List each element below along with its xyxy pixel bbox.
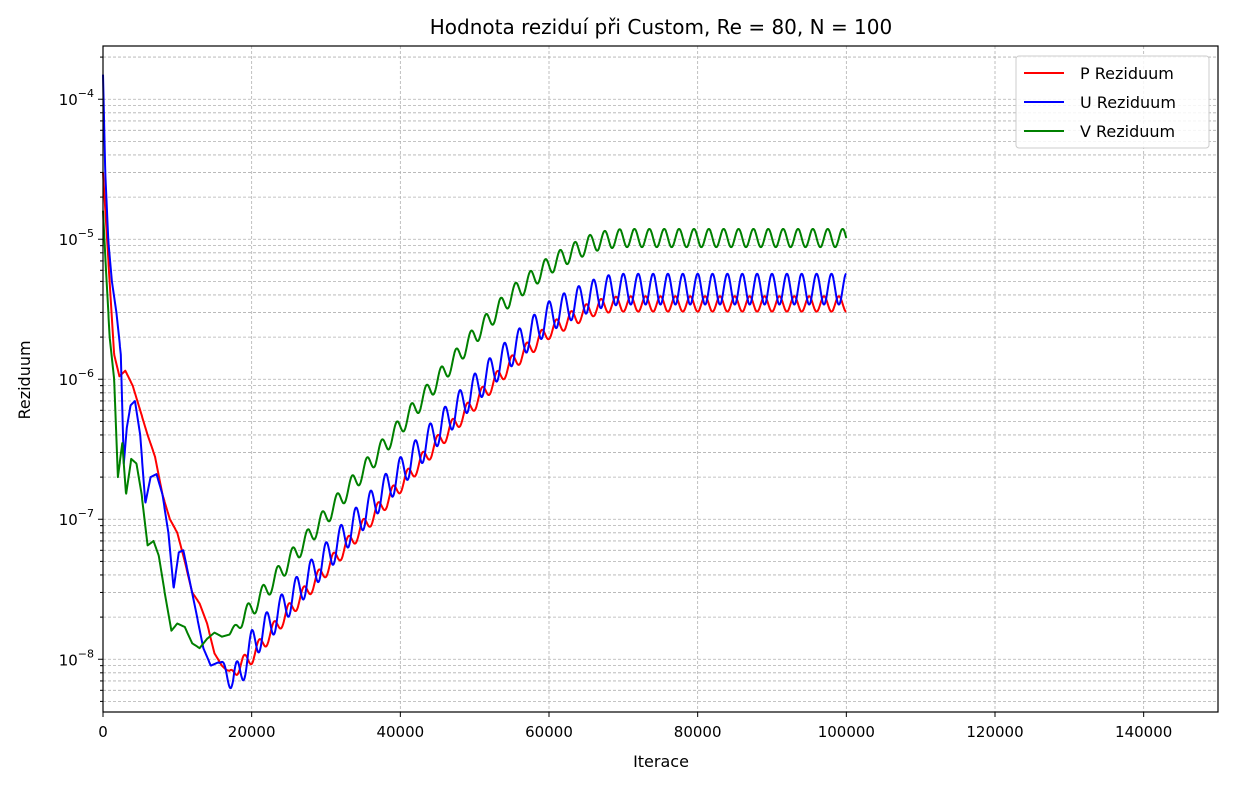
x-tick-label: 20000 — [228, 723, 276, 741]
axis-ticks: 0 20000 40000 60000 80000 100000 120000 140000 1… — [59, 56, 1172, 741]
series-lines — [102, 74, 848, 690]
series-line-v-reziduum — [102, 210, 848, 650]
x-axis-label: Iterace — [633, 752, 689, 771]
x-tick-label: 40000 — [376, 723, 424, 741]
grid — [102, 46, 1218, 712]
legend-label: U Reziduum — [1080, 93, 1176, 112]
legend-box — [1015, 55, 1210, 149]
y-tick-label: 10−8 — [59, 647, 94, 669]
legend-label: P Reziduum — [1080, 64, 1174, 83]
chart-title: Hodnota reziduí při Custom, Re = 80, N =… — [430, 15, 892, 39]
legend-label: V Reziduum — [1080, 122, 1175, 141]
y-tick-label: 10−5 — [59, 227, 94, 249]
y-axis-label: Reziduum — [15, 340, 34, 419]
legend: P Reziduum U Reziduum V Reziduum — [1015, 55, 1210, 149]
y-tick-label: 10−4 — [59, 87, 94, 109]
x-tick-label: 80000 — [674, 723, 722, 741]
series-line-u-reziduum — [102, 74, 847, 690]
x-tick-label: 60000 — [525, 723, 573, 741]
x-tick-label: 100000 — [818, 723, 875, 741]
x-tick-label: 0 — [98, 723, 108, 741]
x-tick-label: 140000 — [1115, 723, 1172, 741]
x-tick-label: 120000 — [966, 723, 1023, 741]
y-tick-label: 10−7 — [59, 507, 94, 529]
series-line-p-reziduum — [102, 172, 847, 676]
y-tick-label: 10−6 — [59, 367, 94, 389]
